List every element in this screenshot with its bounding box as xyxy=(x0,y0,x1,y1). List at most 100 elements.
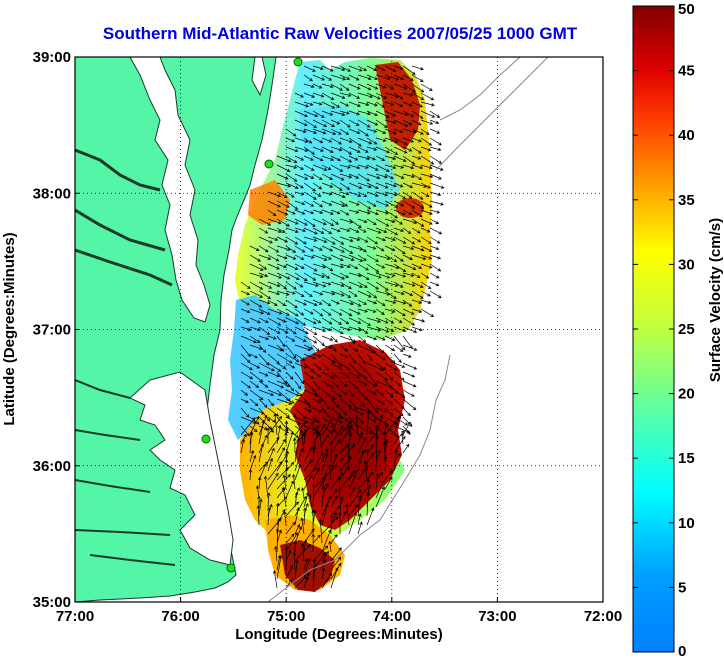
velocity-arrow xyxy=(411,92,425,100)
velocity-arrow xyxy=(393,353,402,363)
grid xyxy=(75,57,603,602)
velocity-arrow xyxy=(393,272,407,278)
velocity-arrow xyxy=(255,485,260,499)
velocity-arrow xyxy=(312,182,323,190)
velocity-arrow xyxy=(285,245,296,253)
velocity-arrow xyxy=(267,191,282,198)
velocity-arrow xyxy=(285,380,295,392)
velocity-arrow xyxy=(294,245,306,253)
velocity-arrow xyxy=(393,299,407,305)
y-tick-label: 35:00 xyxy=(33,594,71,611)
velocity-arrow xyxy=(267,380,285,389)
velocity-arrow xyxy=(285,407,297,418)
velocity-arrow xyxy=(429,155,443,164)
velocity-arrow xyxy=(366,263,380,273)
velocity-arrow xyxy=(330,245,345,253)
velocity-arrow xyxy=(294,110,308,118)
velocity-arrow xyxy=(240,407,250,418)
velocity-arrow xyxy=(429,182,445,189)
velocity-arrow xyxy=(393,74,405,80)
velocity-arrow xyxy=(240,398,249,404)
velocity-arrow xyxy=(240,344,251,358)
velocity-arrow xyxy=(393,389,406,398)
velocity-arrow xyxy=(402,65,416,75)
velocity-arrow xyxy=(339,308,353,317)
velocity-arrow xyxy=(420,200,433,208)
velocity-arrow xyxy=(420,173,434,179)
velocity-arrow xyxy=(366,146,378,151)
velocity-arrow xyxy=(366,65,378,71)
velocity-arrow xyxy=(294,119,308,127)
velocity-arrow xyxy=(285,290,296,295)
velocity-arrow xyxy=(402,92,414,97)
velocity-arrow xyxy=(321,155,335,161)
velocity-arrow xyxy=(375,449,382,463)
x-tick-label: 75:00 xyxy=(267,608,305,625)
velocity-arrow xyxy=(348,191,362,197)
velocity-arrow xyxy=(312,445,317,463)
velocity-arrow xyxy=(312,137,324,144)
velocity-arrow xyxy=(303,557,311,580)
velocity-arrow xyxy=(311,533,315,553)
velocity-arrow xyxy=(258,218,272,226)
velocity-arrow xyxy=(357,236,369,243)
velocity-arrow xyxy=(303,317,317,325)
velocity-arrow xyxy=(294,227,307,233)
velocity-arrow xyxy=(249,335,261,344)
velocity-arrow xyxy=(330,65,346,71)
velocity-arrow xyxy=(366,128,378,133)
delaware-bay xyxy=(251,57,267,97)
velocity-arrow xyxy=(357,146,369,153)
colorbar-tick-label: 5 xyxy=(678,579,686,596)
velocity-arrow xyxy=(393,448,399,472)
velocity-arrow xyxy=(303,446,313,463)
velocity-arrow xyxy=(294,146,309,152)
velocity-arrow xyxy=(321,65,334,72)
velocity-arrow xyxy=(339,281,352,290)
velocity-arrow xyxy=(357,92,374,99)
velocity-arrow xyxy=(303,353,317,360)
velocity-arrow xyxy=(366,362,385,371)
velocity-arrow xyxy=(294,209,306,215)
velocity-arrow xyxy=(411,191,424,200)
velocity-arrow xyxy=(366,477,371,490)
y-axis: 39:00 38:00 37:00 36:00 35:00 xyxy=(33,49,80,611)
velocity-arrow xyxy=(285,353,300,363)
velocity-arrow xyxy=(339,101,350,107)
velocity-arrow xyxy=(393,317,403,323)
velocity-arrow xyxy=(249,272,264,278)
velocity-arrow xyxy=(339,290,352,298)
velocity-arrow xyxy=(393,398,405,409)
velocity-arrow xyxy=(312,263,327,269)
velocity-arrow xyxy=(330,173,345,181)
velocity-arrow xyxy=(348,236,361,241)
velocity-arrow xyxy=(303,539,308,553)
velocity-arrow xyxy=(429,110,441,118)
velocity-arrow xyxy=(393,263,407,272)
velocity-arrow xyxy=(321,164,332,170)
velocity-arrow xyxy=(366,299,378,305)
velocity-arrow xyxy=(321,191,333,196)
velocity-arrow xyxy=(258,281,273,289)
velocity-arrow xyxy=(292,551,297,571)
velocity-arrow xyxy=(303,83,315,89)
velocity-arrow xyxy=(330,344,337,352)
velocity-arrow xyxy=(348,371,360,379)
velocity-arrow xyxy=(357,101,370,107)
velocity-arrow xyxy=(330,263,344,269)
velocity-field-north xyxy=(235,58,432,340)
velocity-arrow xyxy=(240,299,250,306)
velocity-arrow xyxy=(420,308,435,317)
velocity-arrow xyxy=(420,281,432,289)
velocity-arrow xyxy=(258,254,272,260)
velocity-arrow xyxy=(411,146,422,154)
velocity-arrow xyxy=(249,389,264,401)
velocity-arrow xyxy=(384,83,395,90)
velocity-arrow xyxy=(294,572,310,589)
velocity-arrow xyxy=(411,83,425,93)
velocity-arrow xyxy=(402,227,412,234)
colorbar xyxy=(632,5,675,653)
velocity-arrow xyxy=(321,326,332,332)
velocity-arrow xyxy=(276,308,290,316)
velocity-arrow xyxy=(267,218,282,225)
